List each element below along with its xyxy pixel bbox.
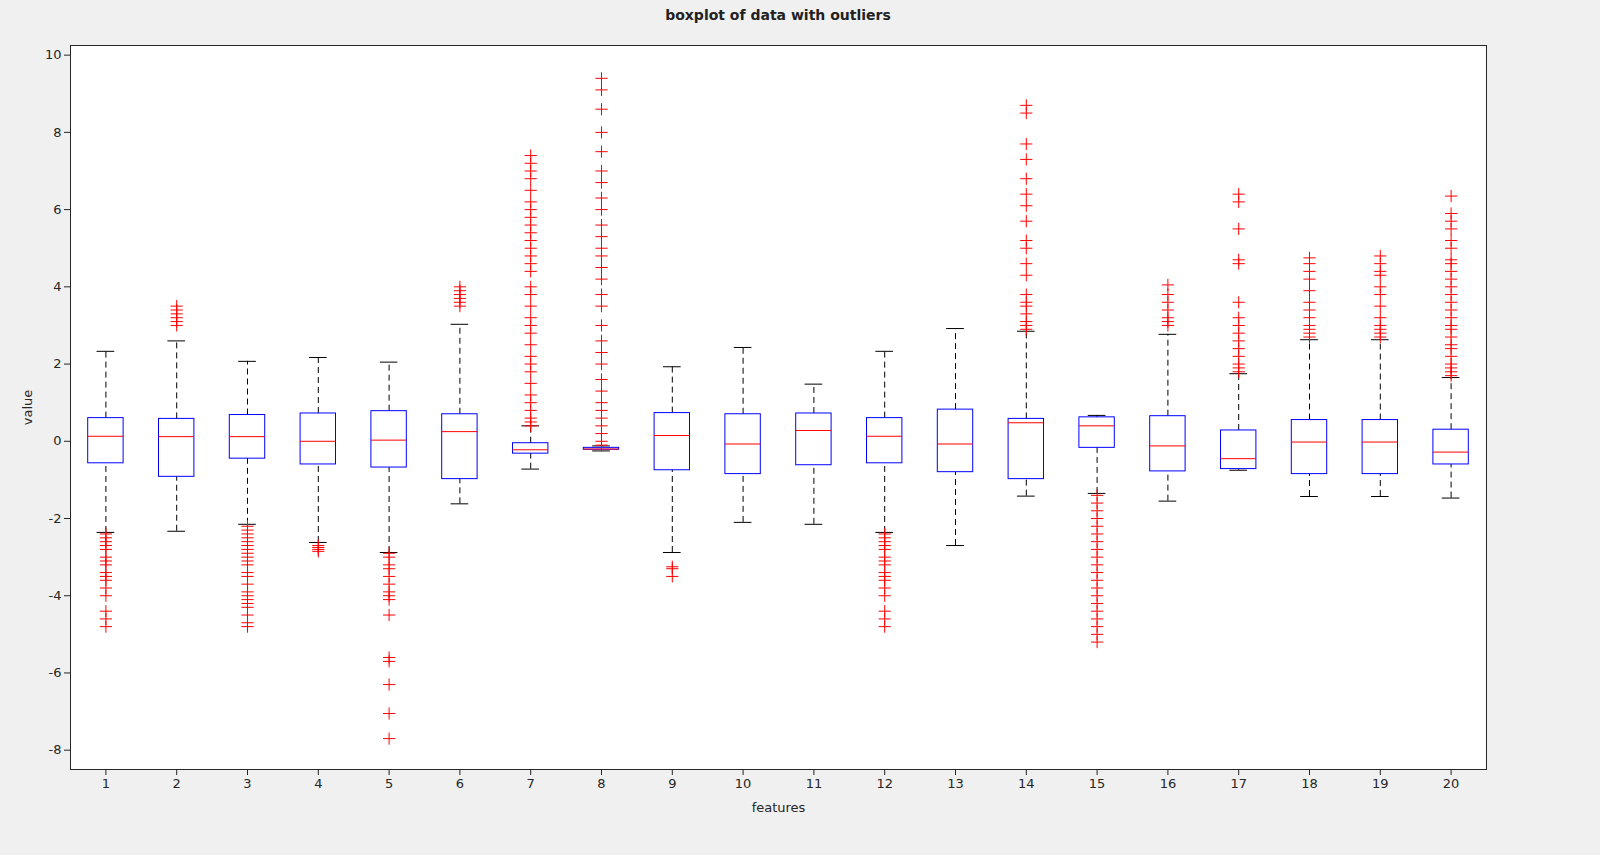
svg-text:4: 4	[53, 279, 61, 294]
svg-text:20: 20	[1443, 776, 1460, 791]
svg-text:8: 8	[597, 776, 605, 791]
svg-text:2: 2	[173, 776, 181, 791]
svg-text:-8: -8	[49, 742, 62, 757]
svg-text:10: 10	[735, 776, 752, 791]
svg-text:features: features	[752, 800, 806, 815]
svg-text:5: 5	[385, 776, 393, 791]
html-text:boxplot of data with outliers: boxplot of data with outliers	[665, 7, 891, 23]
svg-text:9: 9	[668, 776, 676, 791]
svg-text:4: 4	[314, 776, 322, 791]
svg-text:11: 11	[806, 776, 823, 791]
svg-text:8: 8	[53, 125, 61, 140]
svg-text:value: value	[20, 390, 35, 426]
svg-text:18: 18	[1301, 776, 1318, 791]
svg-text:17: 17	[1230, 776, 1247, 791]
svg-text:19: 19	[1372, 776, 1389, 791]
svg-text:12: 12	[876, 776, 893, 791]
svg-text:0: 0	[53, 433, 61, 448]
svg-text:10: 10	[45, 47, 62, 62]
svg-text:15: 15	[1089, 776, 1106, 791]
svg-text:6: 6	[53, 202, 61, 217]
svg-text:7: 7	[527, 776, 535, 791]
svg-text:13: 13	[947, 776, 964, 791]
svg-text:2: 2	[53, 356, 61, 371]
svg-text:1: 1	[102, 776, 110, 791]
svg-text:14: 14	[1018, 776, 1035, 791]
svg-text:6: 6	[456, 776, 464, 791]
svg-text:-4: -4	[49, 588, 62, 603]
svg-text:-6: -6	[49, 665, 62, 680]
svg-text:3: 3	[243, 776, 251, 791]
svg-text:16: 16	[1160, 776, 1177, 791]
svg-text:-2: -2	[49, 511, 62, 526]
